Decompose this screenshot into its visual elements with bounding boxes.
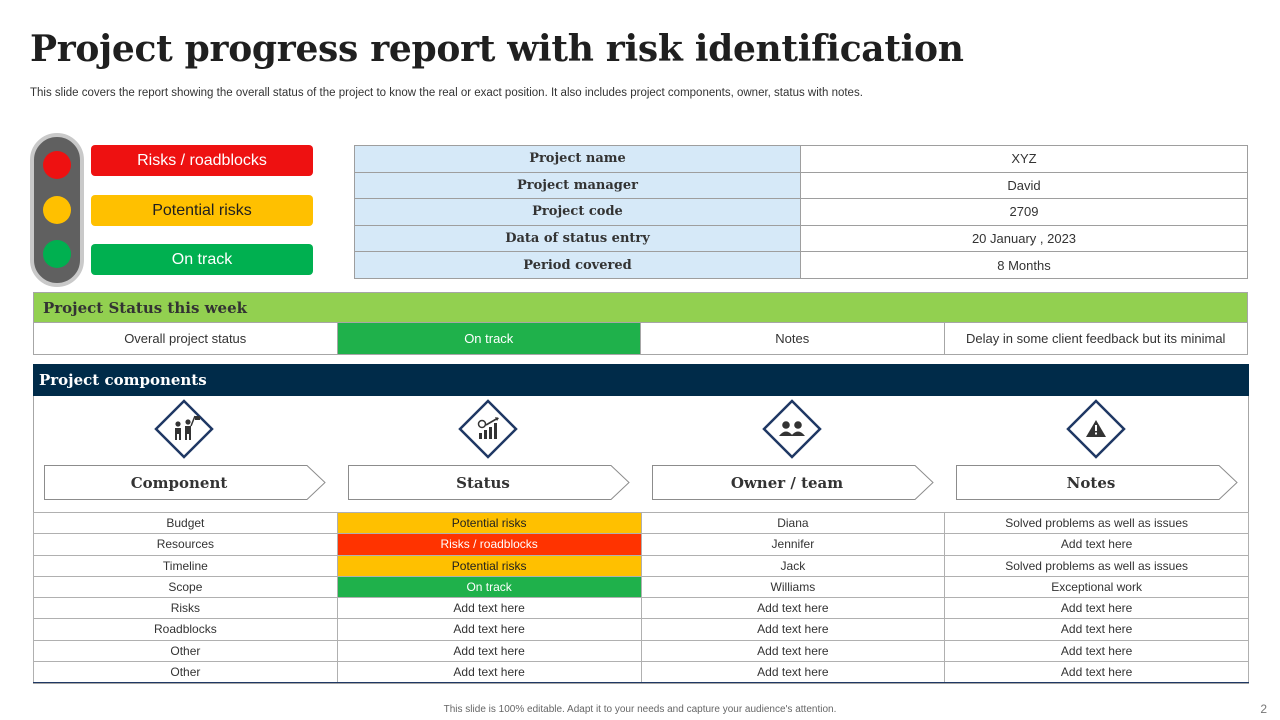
- notes-cell: Add text here: [944, 660, 1249, 684]
- table-row: Risks Add text here Add text here Add te…: [33, 596, 1249, 620]
- component-cell: Other: [33, 639, 338, 662]
- column-header-status: Status: [456, 473, 510, 492]
- page-title: Project progress report with risk identi…: [30, 28, 964, 70]
- table-row: Period covered 8 Months: [354, 251, 1248, 279]
- notes-cell: Add text here: [944, 533, 1249, 556]
- component-cell: Risks: [33, 596, 338, 620]
- component-cell: Other: [33, 660, 338, 684]
- status-cell: Add text here: [336, 660, 642, 684]
- notes-cell: Solved problems as well as issues: [944, 511, 1249, 535]
- legend-potential-risks: Potential risks: [91, 195, 313, 226]
- traffic-light-icon: [30, 133, 84, 287]
- info-key: Project manager: [354, 171, 801, 200]
- owner-cell: Add text here: [640, 639, 946, 662]
- owner-cell: Williams: [640, 575, 946, 599]
- info-value: 8 Months: [800, 251, 1248, 279]
- notes-arrow-shape: [956, 465, 1238, 500]
- notes-label: Notes: [641, 323, 945, 354]
- owner-cell: Add text here: [640, 596, 946, 620]
- info-value: XYZ: [800, 145, 1248, 173]
- yellow-light: [43, 196, 71, 224]
- status-cell: Add text here: [336, 596, 642, 620]
- overall-status-label: Overall project status: [34, 323, 338, 354]
- notes-cell: Solved problems as well as issues: [944, 554, 1249, 577]
- people-flag-icon: [154, 399, 214, 459]
- status-arrow-shape: [348, 465, 630, 500]
- status-cell: Add text here: [336, 639, 642, 662]
- table-row: Project code 2709: [354, 198, 1248, 226]
- table-row: Data of status entry 20 January , 2023: [354, 224, 1248, 253]
- owner-arrow-shape: [652, 465, 934, 500]
- page-subtitle: This slide covers the report showing the…: [30, 87, 863, 99]
- page-number: 2: [1260, 702, 1267, 716]
- notes-cell: Exceptional work: [944, 575, 1249, 599]
- notes-cell: Add text here: [944, 618, 1249, 641]
- component-cell: Timeline: [33, 554, 338, 577]
- info-value: 20 January , 2023: [800, 224, 1248, 253]
- components-heading: Project components: [33, 364, 1249, 396]
- status-cell: On track: [336, 575, 642, 599]
- component-arrow-shape: [44, 465, 326, 500]
- table-row: Project manager David: [354, 171, 1248, 200]
- red-light: [43, 151, 71, 179]
- status-week-heading: Project Status this week: [33, 292, 1248, 323]
- warning-icon: [1066, 399, 1126, 459]
- owner-cell: Add text here: [640, 660, 946, 684]
- component-cell: Roadblocks: [33, 618, 338, 641]
- table-row: Other Add text here Add text here Add te…: [33, 660, 1249, 684]
- footer-note: This slide is 100% editable. Adapt it to…: [443, 704, 837, 715]
- table-row: Roadblocks Add text here Add text here A…: [33, 618, 1249, 641]
- table-row: Budget Potential risks Diana Solved prob…: [33, 511, 1249, 535]
- column-header-owner: Owner / team: [730, 473, 844, 492]
- notes-value: Delay in some client feedback but its mi…: [966, 331, 1226, 346]
- owner-cell: Jack: [640, 554, 946, 577]
- column-header-notes: Notes: [1066, 473, 1116, 492]
- info-key: Data of status entry: [354, 224, 801, 253]
- column-header-component: Component: [130, 473, 228, 492]
- component-cell: Scope: [33, 575, 338, 599]
- table-row: Timeline Potential risks Jack Solved pro…: [33, 554, 1249, 577]
- owner-cell: Add text here: [640, 618, 946, 641]
- legend-risks: Risks / roadblocks: [91, 145, 313, 176]
- component-cell: Budget: [33, 511, 338, 535]
- components-table: Budget Potential risks Diana Solved prob…: [33, 511, 1249, 684]
- status-cell: Potential risks: [336, 554, 642, 577]
- legend-on-track: On track: [91, 244, 313, 275]
- notes-cell: Add text here: [944, 596, 1249, 620]
- component-cell: Resources: [33, 533, 338, 556]
- green-light: [43, 240, 71, 268]
- table-row: Project name XYZ: [354, 145, 1248, 173]
- table-row: Resources Risks / roadblocks Jennifer Ad…: [33, 533, 1249, 556]
- table-row: Other Add text here Add text here Add te…: [33, 639, 1249, 662]
- info-value: David: [800, 171, 1248, 200]
- info-value: 2709: [800, 198, 1248, 226]
- status-cell: Add text here: [336, 618, 642, 641]
- overall-status-value: On track: [337, 323, 641, 354]
- project-info-table: Project name XYZ Project manager David P…: [354, 145, 1248, 279]
- info-key: Period covered: [354, 251, 801, 279]
- owner-cell: Jennifer: [640, 533, 946, 556]
- status-cell: Risks / roadblocks: [336, 533, 642, 556]
- status-week-row: Overall project status On track Notes De…: [33, 323, 1248, 355]
- owner-cell: Diana: [640, 511, 946, 535]
- status-cell: Potential risks: [336, 511, 642, 535]
- team-icon: [762, 399, 822, 459]
- table-row: Scope On track Williams Exceptional work: [33, 575, 1249, 599]
- notes-cell: Add text here: [944, 639, 1249, 662]
- info-key: Project code: [354, 198, 801, 226]
- info-key: Project name: [354, 145, 801, 173]
- growth-chart-icon: [458, 399, 518, 459]
